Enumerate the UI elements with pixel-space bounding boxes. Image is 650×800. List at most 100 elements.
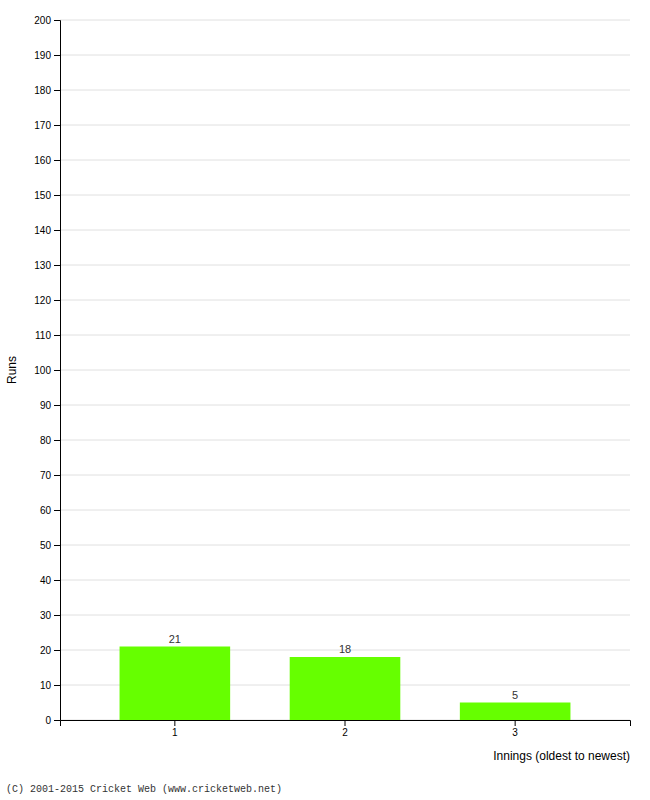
y-tick-mark — [54, 125, 60, 126]
bars — [120, 647, 571, 721]
grid-line — [60, 335, 630, 336]
y-tick-mark — [54, 615, 60, 616]
chart-svg: 0102030405060708090100110120130140150160… — [0, 0, 650, 800]
y-tick: 190 — [34, 50, 60, 61]
x-axis: 1 2 3 — [61, 720, 631, 738]
y-tick-mark — [54, 160, 60, 161]
grid-line — [60, 20, 630, 21]
y-tick: 100 — [34, 365, 60, 376]
y-tick: 170 — [34, 120, 60, 131]
y-tick-label: 200 — [34, 15, 51, 26]
y-tick: 140 — [34, 225, 60, 236]
y-axis-title: Runs — [5, 356, 19, 384]
y-tick-mark — [54, 720, 60, 721]
grid-line — [60, 545, 630, 546]
bar — [290, 657, 401, 720]
y-tick-label: 160 — [34, 155, 51, 166]
x-tick: 1 — [172, 720, 178, 738]
x-tick-label: 2 — [342, 727, 348, 738]
y-tick: 70 — [40, 470, 60, 481]
grid-line — [60, 615, 630, 616]
x-tick-mark — [345, 720, 346, 726]
y-tick-label: 130 — [34, 260, 51, 271]
y-tick-mark — [54, 405, 60, 406]
chart-container: 0102030405060708090100110120130140150160… — [0, 0, 650, 800]
grid-line — [60, 195, 630, 196]
grid-line — [60, 160, 630, 161]
y-tick-mark — [54, 370, 60, 371]
data-labels: 21 18 5 — [169, 633, 518, 701]
y-tick-label: 100 — [34, 365, 51, 376]
grid-line — [60, 475, 630, 476]
y-tick-label: 140 — [34, 225, 51, 236]
y-tick-label: 190 — [34, 50, 51, 61]
y-tick-label: 50 — [40, 540, 52, 551]
y-tick-mark — [54, 195, 60, 196]
x-axis-line — [61, 721, 631, 727]
grid-line — [60, 300, 630, 301]
x-tick-mark — [515, 720, 516, 726]
y-tick: 20 — [40, 645, 60, 656]
y-tick-label: 120 — [34, 295, 51, 306]
data-label: 18 — [339, 643, 351, 655]
y-tick-label: 70 — [40, 470, 52, 481]
y-tick-label: 10 — [40, 680, 52, 691]
footer: (C) 2001-2015 Cricket Web (www.cricketwe… — [6, 784, 282, 795]
y-tick-mark — [54, 55, 60, 56]
y-tick-mark — [54, 580, 60, 581]
x-tick: 3 — [512, 720, 518, 738]
data-label: 5 — [512, 689, 518, 701]
y-tick: 120 — [34, 295, 60, 306]
grid-line — [60, 440, 630, 441]
y-tick-label: 30 — [40, 610, 52, 621]
grid-line — [60, 405, 630, 406]
plot-area: 0102030405060708090100110120130140150160… — [34, 15, 630, 738]
y-tick: 160 — [34, 155, 60, 166]
y-tick-mark — [54, 650, 60, 651]
y-tick-label: 180 — [34, 85, 51, 96]
y-tick: 130 — [34, 260, 60, 271]
x-tick-mark — [174, 720, 175, 726]
y-tick-mark — [54, 265, 60, 266]
y-tick-mark — [54, 230, 60, 231]
grid-line — [60, 510, 630, 511]
y-tick-label: 40 — [40, 575, 52, 586]
y-tick: 80 — [40, 435, 60, 446]
y-tick: 180 — [34, 85, 60, 96]
data-label: 21 — [169, 633, 181, 645]
y-tick: 60 — [40, 505, 60, 516]
y-tick-mark — [54, 335, 60, 336]
grid-line — [60, 370, 630, 371]
y-tick-label: 0 — [45, 715, 51, 726]
grid-line — [60, 265, 630, 266]
grid-line — [60, 580, 630, 581]
grid — [60, 20, 630, 720]
y-axis-line — [54, 21, 61, 721]
y-tick-label: 20 — [40, 645, 52, 656]
grid-line — [60, 55, 630, 56]
y-tick-mark — [54, 510, 60, 511]
y-tick-label: 80 — [40, 435, 52, 446]
y-tick: 150 — [34, 190, 60, 201]
grid-line — [60, 125, 630, 126]
y-tick-label: 90 — [40, 400, 52, 411]
y-tick-label: 60 — [40, 505, 52, 516]
y-tick-mark — [54, 685, 60, 686]
y-tick: 10 — [40, 680, 60, 691]
x-axis-title: Innings (oldest to newest) — [493, 749, 630, 763]
y-tick-mark — [54, 475, 60, 476]
y-tick-label: 170 — [34, 120, 51, 131]
y-tick: 200 — [34, 15, 60, 26]
grid-line — [60, 230, 630, 231]
y-tick: 30 — [40, 610, 60, 621]
y-axis: 0102030405060708090100110120130140150160… — [34, 15, 60, 726]
y-tick: 0 — [45, 715, 60, 726]
bar — [460, 703, 571, 721]
y-tick: 40 — [40, 575, 60, 586]
y-tick-mark — [54, 90, 60, 91]
y-tick: 50 — [40, 540, 60, 551]
y-tick-mark — [54, 545, 60, 546]
y-tick-mark — [54, 300, 60, 301]
x-tick-label: 1 — [172, 727, 178, 738]
y-tick-mark — [54, 20, 60, 21]
